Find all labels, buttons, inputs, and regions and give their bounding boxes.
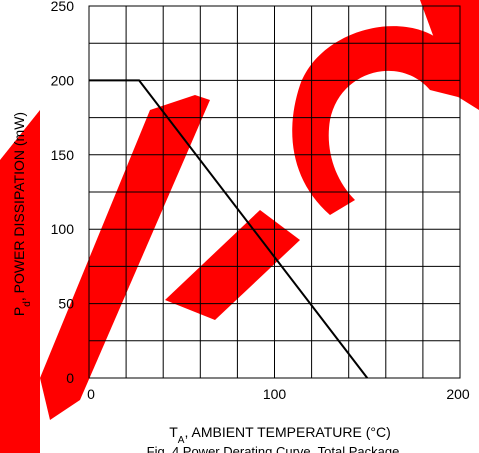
watermark-stroke-left [0,110,40,453]
series-layer [89,79,369,379]
y-tick-label: 150 [51,147,75,163]
y-tick-label: 50 [58,296,74,312]
y-tick-label: 0 [66,370,74,386]
y-tick-label: 200 [51,72,75,88]
plot-frame [88,5,461,379]
y-tick-label: 100 [51,221,75,237]
x-tick-label: 0 [87,386,95,402]
x-tick-label: 100 [263,386,287,402]
x-axis-label: TA, AMBIENT TEMPERATURE (°C) [169,424,391,446]
watermark-stroke-right [420,0,479,110]
y-tick-labels: 0 50 100 150 200 250 [51,0,75,386]
figure-caption: Fig. 4 Power Derating Curve, Total Packa… [147,444,400,453]
y-axis-label: Pd, POWER DISSIPATION (mW) [11,112,33,316]
watermark-stroke-diagonal [40,95,210,420]
x-tick-labels: 0 100 200 [87,386,470,402]
watermark-stroke-lower [165,210,300,320]
y-tick-label: 250 [51,0,75,14]
derating-curve [89,79,369,379]
watermark-stroke-c [292,26,470,215]
x-tick-label: 200 [446,386,470,402]
